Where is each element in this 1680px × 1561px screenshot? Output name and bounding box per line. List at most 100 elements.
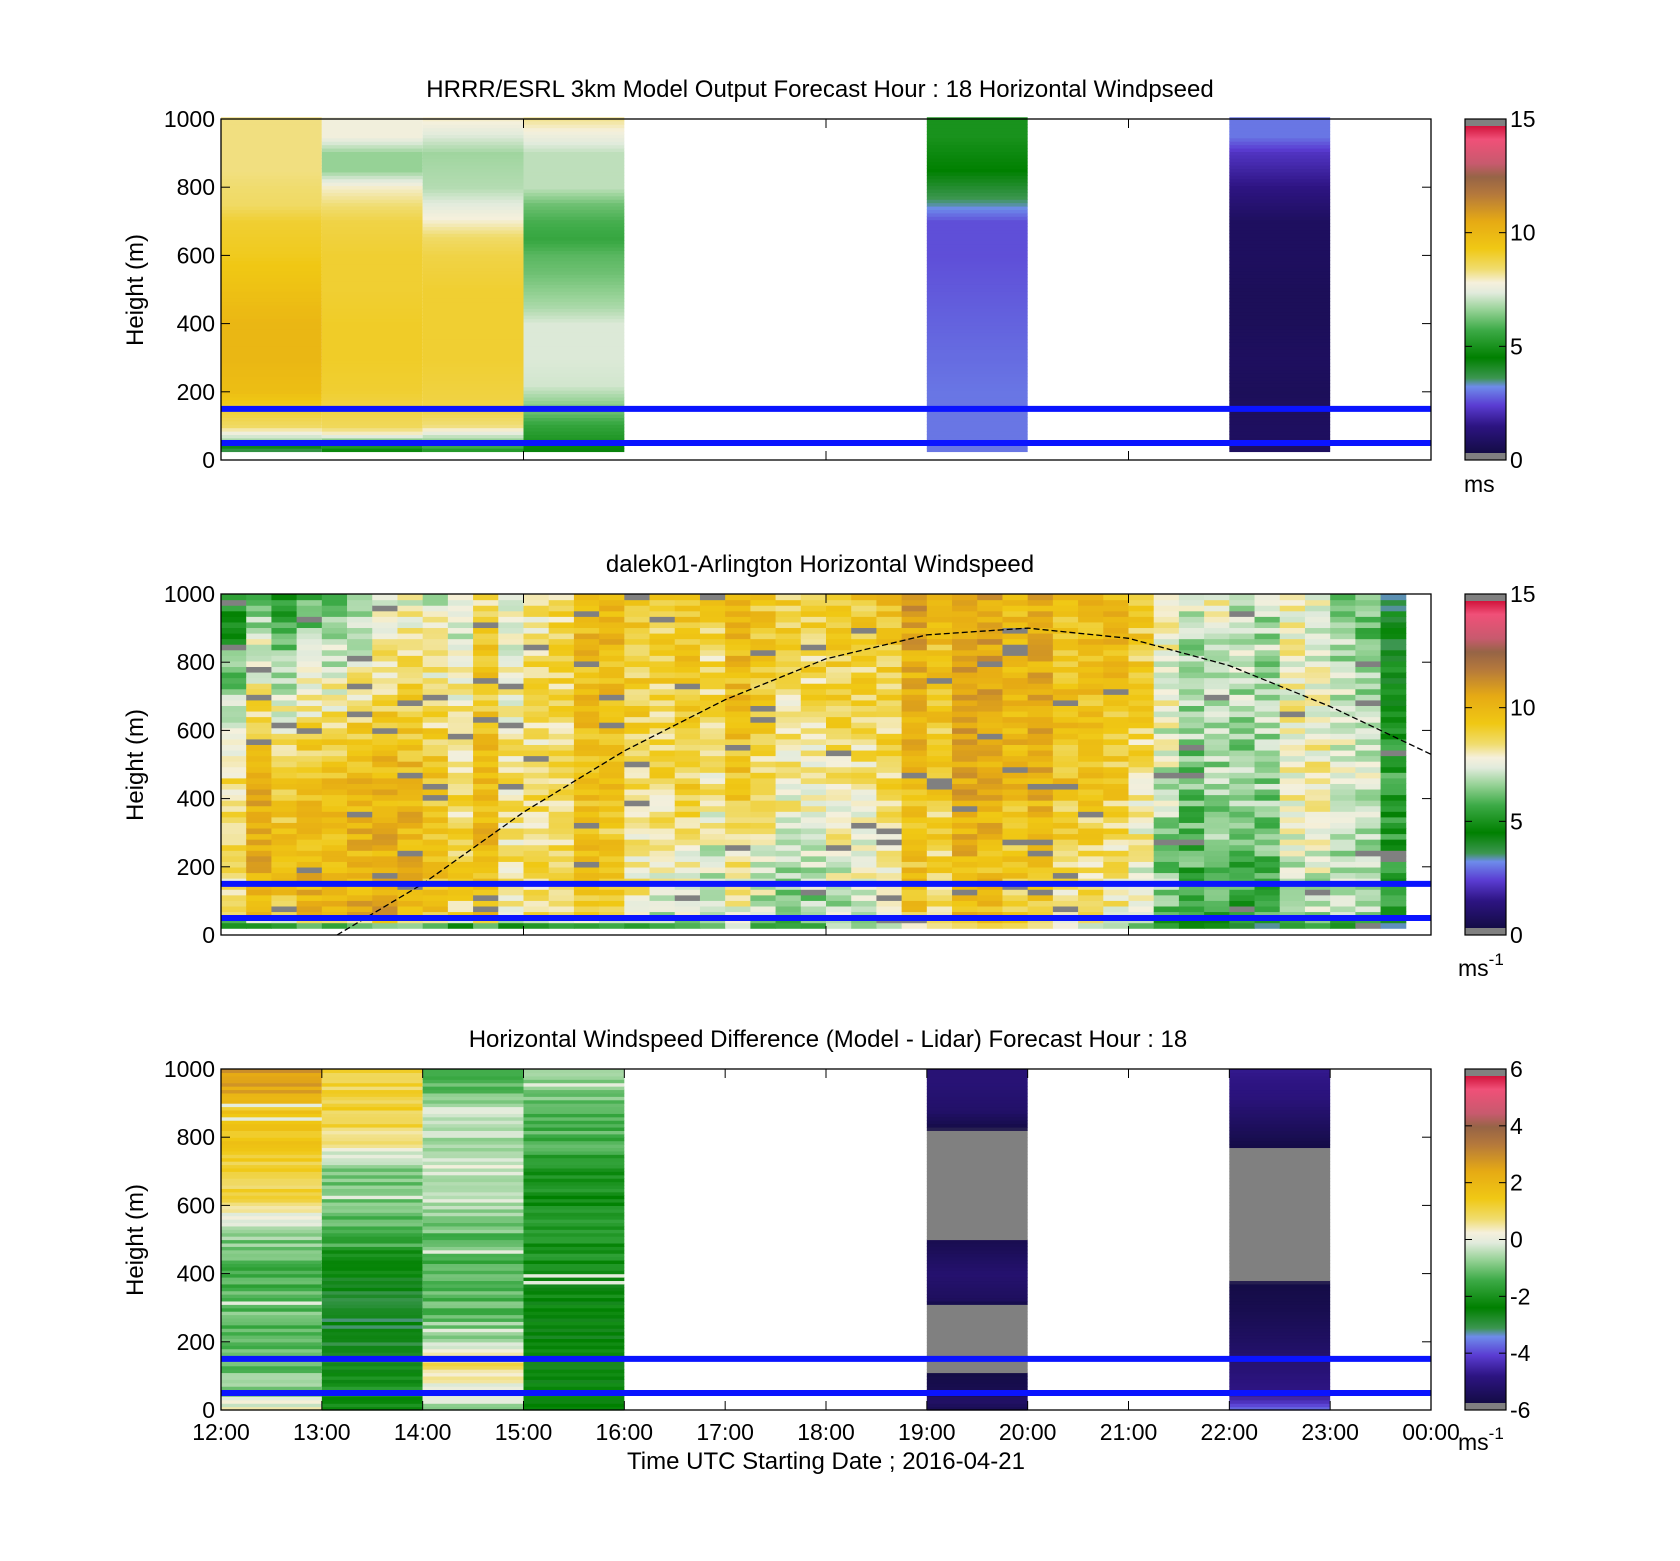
heatmap-cell [1229,124,1331,129]
heatmap-cell [624,705,651,712]
heatmap-cell [397,850,424,857]
heatmap-cell [221,223,322,228]
heatmap-cell [321,1348,423,1353]
heatmap-cell [246,855,272,862]
heatmap-cell [321,1161,423,1166]
heatmap-cell [649,599,676,606]
heatmap-cell [750,638,777,645]
heatmap-cell [422,889,449,896]
heatmap-cell [1355,816,1382,823]
heatmap-cell [926,127,1028,132]
heatmap-cell [649,822,676,829]
heatmap-cell [926,1178,1028,1183]
heatmap-cell [523,1277,625,1282]
heatmap-cell [926,1263,1028,1268]
heatmap-cell [523,1086,625,1091]
heatmap-cell [321,1341,423,1346]
heatmap-cell [473,594,499,601]
heatmap-cell [1355,649,1382,656]
heatmap-cell [1304,733,1331,740]
heatmap-cell [649,644,676,651]
heatmap-cell [775,616,802,623]
heatmap-cell [1052,866,1079,874]
heatmap-cell [1380,872,1407,879]
heatmap-cell [826,638,852,645]
heatmap-cell [321,243,423,248]
heatmap-cell [271,777,298,784]
heatmap-cell [321,359,423,364]
heatmap-cell [649,621,676,629]
heatmap-cell [321,431,423,436]
heatmap-cell [523,1171,625,1176]
colorbar-tick-label: 5 [1510,808,1523,834]
heatmap-cell [926,243,1028,248]
heatmap-cell [977,710,1003,718]
heatmap-cell [977,632,1003,640]
heatmap-cell [926,1154,1028,1159]
heatmap-cell [271,833,298,840]
heatmap-cell [674,805,701,812]
heatmap-cell [775,772,802,779]
heatmap-cell [271,794,298,801]
heatmap-cell [523,175,625,180]
heatmap-cell [876,649,903,656]
heatmap-cell [926,362,1028,367]
heatmap-cell [1229,420,1331,425]
heatmap-cell [1204,727,1230,734]
heatmap-cell [372,811,398,818]
heatmap-cell [1027,683,1054,690]
heatmap-cell [1229,727,1256,734]
heatmap-cell [221,772,247,779]
heatmap-cell [1178,911,1205,918]
heatmap-cell [447,839,474,846]
heatmap-cell [221,1352,322,1357]
heatmap-cell [1304,705,1331,712]
heatmap-cell [221,1072,322,1077]
heatmap-cell [1304,811,1331,818]
heatmap-cell [221,1399,322,1404]
heatmap-cell [775,644,802,651]
heatmap-cell [876,677,903,684]
heatmap-cell [876,850,903,857]
heatmap-cell [1380,755,1407,762]
heatmap-cell [422,1263,524,1268]
heatmap-cell [649,894,676,901]
heatmap-cell [422,1099,524,1104]
heatmap-cell [221,1270,322,1275]
heatmap-cell [246,655,272,662]
heatmap-cell [1229,1270,1331,1275]
heatmap-cell [599,688,625,695]
heatmap-cell [221,761,247,768]
heatmap-cell [498,772,524,779]
heatmap-cell [926,755,953,762]
heatmap-cell [321,1311,423,1316]
heatmap-cell [1229,413,1331,418]
y-tick-label: 0 [202,1397,215,1423]
heatmap-cell [699,866,726,874]
heatmap-cell [1204,822,1230,829]
heatmap-cell [1027,705,1054,712]
heatmap-cell [851,716,877,723]
heatmap-cell [1153,827,1180,835]
heatmap-cell [1380,616,1407,623]
heatmap-cell [1279,710,1306,718]
heatmap-cell [926,922,953,929]
heatmap-cell [624,855,651,862]
heatmap-cell [1027,644,1054,651]
heatmap-cell [221,263,322,268]
heatmap-cell [1002,694,1029,701]
heatmap-cell [926,627,953,634]
heatmap-cell [1380,744,1407,751]
heatmap-cell [523,1317,625,1322]
heatmap-cell [321,165,423,170]
heatmap-cell [271,610,298,617]
heatmap-cell [1178,811,1205,818]
heatmap-cell [1078,722,1104,729]
heatmap-cell [876,605,903,612]
heatmap-cell [977,655,1003,662]
heatmap-cell [422,911,449,918]
heatmap-cell [800,761,827,768]
heatmap-cell [548,855,575,862]
heatmap-cell [473,866,499,874]
heatmap-cell [674,766,701,773]
